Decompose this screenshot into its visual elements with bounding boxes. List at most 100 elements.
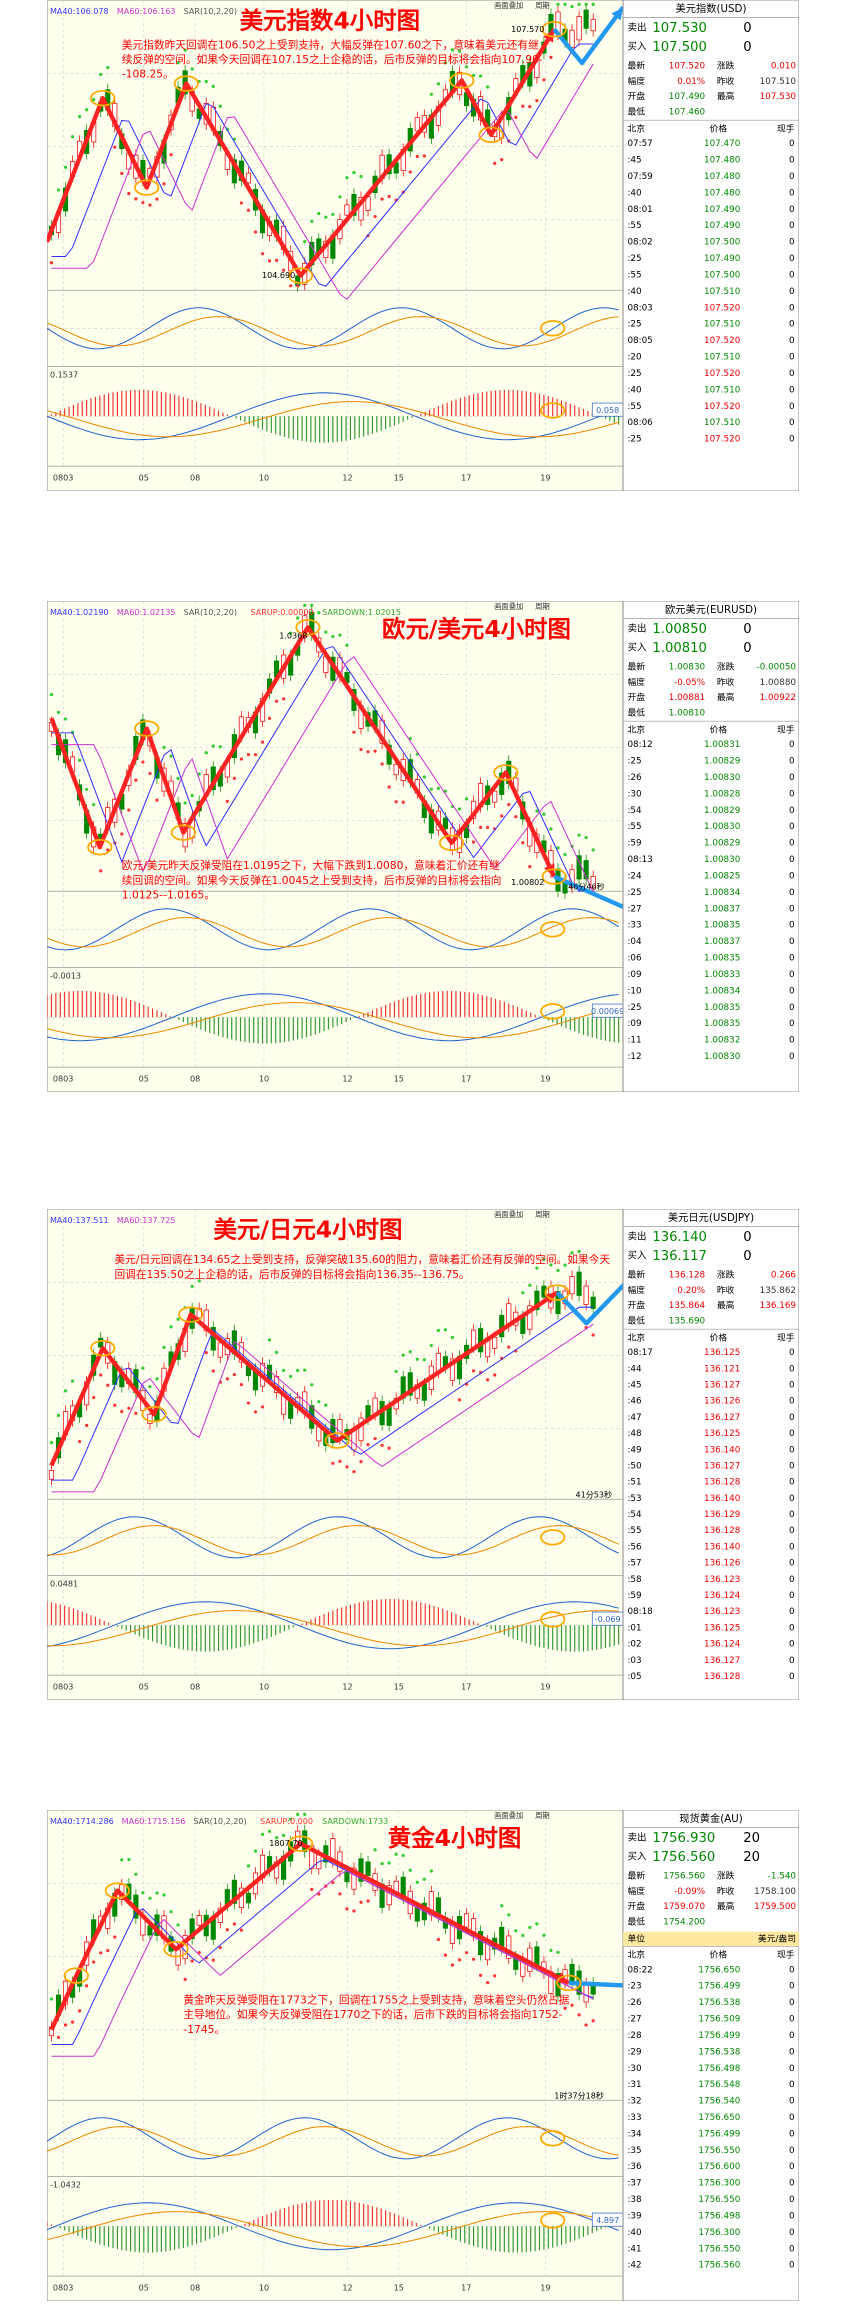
price-mark: 1时37分18秒	[554, 2090, 604, 2100]
trend-arrow	[49, 625, 557, 878]
x-tick-label: 0803	[53, 2283, 73, 2292]
sar-dot	[324, 1403, 328, 1407]
sar-dot	[274, 1350, 279, 1354]
sar-dot	[127, 1857, 131, 1862]
indicator-label: SARDOWN:1733	[322, 1817, 388, 1826]
sar-dot	[549, 55, 553, 60]
tick-price: 136.125	[704, 1348, 740, 1358]
sar-dot	[190, 794, 194, 798]
stat-value: 0.20%	[677, 1286, 705, 1296]
candle	[590, 875, 596, 889]
sar-dot	[387, 1446, 391, 1450]
candle	[344, 204, 350, 216]
tick-price: 136.128	[704, 1478, 740, 1488]
toolbar-button[interactable]: 画面叠加	[494, 602, 523, 611]
tick-price: 1.00835	[704, 921, 740, 931]
stat-value: -0.09%	[674, 1887, 705, 1897]
sar-dot	[267, 716, 272, 720]
sar-dot	[429, 1343, 433, 1348]
sar-dot	[99, 1373, 103, 1377]
tick-price: 107.520	[704, 369, 740, 379]
sar-dot	[528, 1283, 532, 1287]
sar-dot	[556, 846, 560, 850]
toolbar-button[interactable]: 画面叠加	[494, 1811, 523, 1820]
sar-dot	[380, 1861, 384, 1866]
trend-arrow	[49, 1290, 559, 1467]
sar-dot	[422, 1877, 426, 1881]
table-header: 价格	[710, 1949, 728, 1961]
sar-dot	[415, 1357, 419, 1361]
sar-dot	[303, 603, 307, 608]
sar-dot	[535, 1922, 539, 1926]
candle	[182, 823, 188, 848]
sar-dot	[366, 750, 370, 754]
sar-dot	[493, 1974, 497, 1978]
sar-dot	[317, 611, 321, 615]
sar-dot	[317, 211, 321, 216]
sar-dot	[521, 1933, 525, 1938]
tick-price: 107.480	[704, 188, 740, 198]
tick-price: 136.140	[704, 1494, 740, 1504]
sar-dot	[408, 170, 412, 174]
toolbar-button[interactable]: 画面叠加	[494, 1210, 523, 1219]
sar-dot	[296, 616, 300, 620]
stat-label: 幅度	[627, 75, 645, 87]
tick-qty: 0	[789, 336, 795, 346]
tick-qty: 0	[789, 320, 795, 330]
tick-time: :04	[627, 937, 642, 947]
toolbar-button[interactable]: 周期	[535, 1, 550, 10]
sar-dot	[471, 1957, 476, 1961]
tick-price: 1756.499	[698, 2031, 740, 2041]
trend-arrow	[47, 28, 557, 278]
x-tick-label: 12	[342, 473, 352, 482]
sar-dot	[401, 1353, 405, 1357]
macd-line	[47, 1002, 619, 1039]
tick-price: 107.520	[704, 402, 740, 412]
tick-time: :40	[627, 2228, 641, 2238]
sar-dot	[148, 1896, 152, 1900]
sar-dot	[373, 215, 377, 219]
indicator-label: MA60:137.725	[117, 1216, 176, 1225]
tick-time: :49	[627, 1445, 641, 1455]
sar-dot	[387, 785, 391, 789]
x-tick-label: 19	[540, 473, 550, 482]
tick-price: 107.510	[704, 418, 740, 428]
sar-dot	[296, 284, 300, 288]
sar-dot	[120, 1858, 124, 1862]
sar-dot	[464, 65, 469, 69]
candle	[569, 1963, 575, 1983]
stat-value: 107.520	[669, 61, 705, 71]
toolbar-button[interactable]: 周期	[535, 1811, 550, 1820]
pivot-circle	[478, 126, 504, 144]
toolbar-button[interactable]: 周期	[535, 1210, 550, 1219]
tick-price: 1756.498	[698, 2064, 740, 2074]
sar-dot	[521, 1291, 525, 1295]
chart-title: 欧元/美元4小时图	[382, 615, 571, 643]
table-header: 现手	[777, 1331, 795, 1343]
sar-dot	[471, 1369, 476, 1373]
sar-dot	[359, 1900, 363, 1904]
sar-dot	[120, 1410, 124, 1414]
sar-dot	[500, 158, 504, 162]
stat-value: 0.266	[771, 1270, 797, 1280]
candle	[245, 172, 252, 184]
chart-note: 美元/日元回调在134.65之上受到支持，反弹突破135.60的阻力，意味着汇价…	[114, 1252, 611, 1281]
x-tick-label: 0803	[53, 473, 73, 482]
sar-dot	[113, 1403, 117, 1407]
sar-dot	[70, 2020, 75, 2024]
tick-qty: 0	[789, 888, 795, 898]
tick-time: :26	[627, 1998, 642, 2008]
tick-time: :54	[627, 806, 642, 816]
sar-dot	[246, 208, 251, 212]
tick-time: :55	[627, 1526, 641, 1536]
sar-dot	[282, 1368, 286, 1372]
x-tick-label: 08	[190, 1682, 200, 1691]
quote-bg	[622, 0, 799, 491]
toolbar-button[interactable]: 画面叠加	[494, 1, 523, 10]
toolbar-button[interactable]: 周期	[535, 602, 550, 611]
candle	[414, 1907, 420, 1922]
indicator-label: SAR(10,2,20)	[184, 7, 237, 16]
tick-qty: 0	[789, 369, 795, 379]
tick-qty: 0	[789, 1526, 795, 1536]
sar-dot	[563, 1263, 567, 1267]
